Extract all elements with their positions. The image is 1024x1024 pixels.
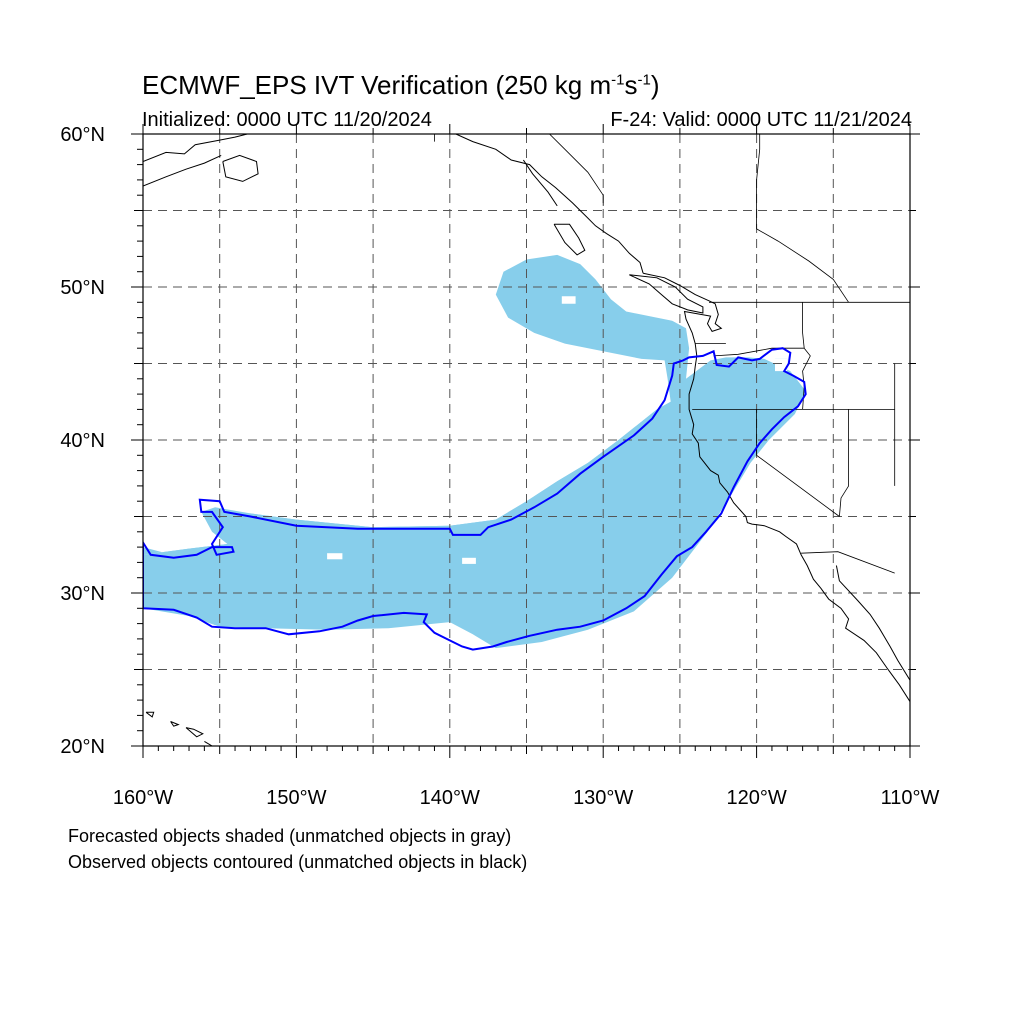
political-border: [756, 134, 849, 303]
lat-label: 20°N: [60, 736, 105, 758]
political-border: [802, 347, 811, 410]
forecast-hole: [775, 358, 788, 372]
map-title: ECMWF_EPS IVT Verification (250 kg m-1s-…: [142, 70, 660, 100]
footnote-observed: Observed objects contoured (unmatched ob…: [68, 852, 528, 872]
coastline: [835, 565, 910, 681]
lat-label: 30°N: [60, 583, 105, 605]
lon-label: 160°W: [113, 787, 173, 809]
coastline: [145, 711, 155, 718]
coastline: [222, 154, 259, 182]
coastline: [143, 154, 222, 187]
coastline: [170, 721, 180, 727]
forecast-hole: [462, 557, 476, 564]
initialized-time: Initialized: 0000 UTC 11/20/2024: [142, 109, 432, 131]
lon-label: 140°W: [420, 787, 480, 809]
coastline: [143, 134, 248, 162]
forecast-hole: [327, 553, 343, 560]
lon-label: 150°W: [266, 787, 326, 809]
lon-label: 130°W: [573, 787, 633, 809]
coastline: [522, 159, 558, 207]
lat-label: 50°N: [60, 277, 105, 299]
forecast-object-north: [143, 254, 788, 564]
lon-label: 120°W: [726, 787, 786, 809]
coastline: [185, 727, 204, 738]
footnote-forecast: Forecasted objects shaded (unmatched obj…: [68, 826, 512, 846]
lon-label: 110°W: [881, 787, 940, 809]
valid-time: F-24: Valid: 0000 UTC 11/21/2024: [610, 109, 912, 131]
lat-label: 40°N: [60, 430, 105, 452]
lat-label: 60°N: [60, 124, 105, 146]
forecast-object-south: [143, 357, 806, 649]
coastline: [553, 223, 586, 256]
political-border: [801, 551, 895, 574]
observed-object-contour: [143, 347, 807, 651]
political-border: [839, 409, 849, 517]
coastline: [204, 740, 214, 746]
title-exponent-1: -1: [611, 71, 625, 89]
coastline: [642, 272, 910, 702]
coastline: [455, 134, 644, 274]
political-border: [756, 409, 840, 517]
political-border: [549, 134, 604, 206]
map-plot-area: [143, 134, 910, 746]
political-border: [713, 347, 805, 357]
title-exponent-2: -1: [637, 71, 651, 89]
coastline: [629, 274, 704, 314]
political-border: [802, 302, 805, 349]
